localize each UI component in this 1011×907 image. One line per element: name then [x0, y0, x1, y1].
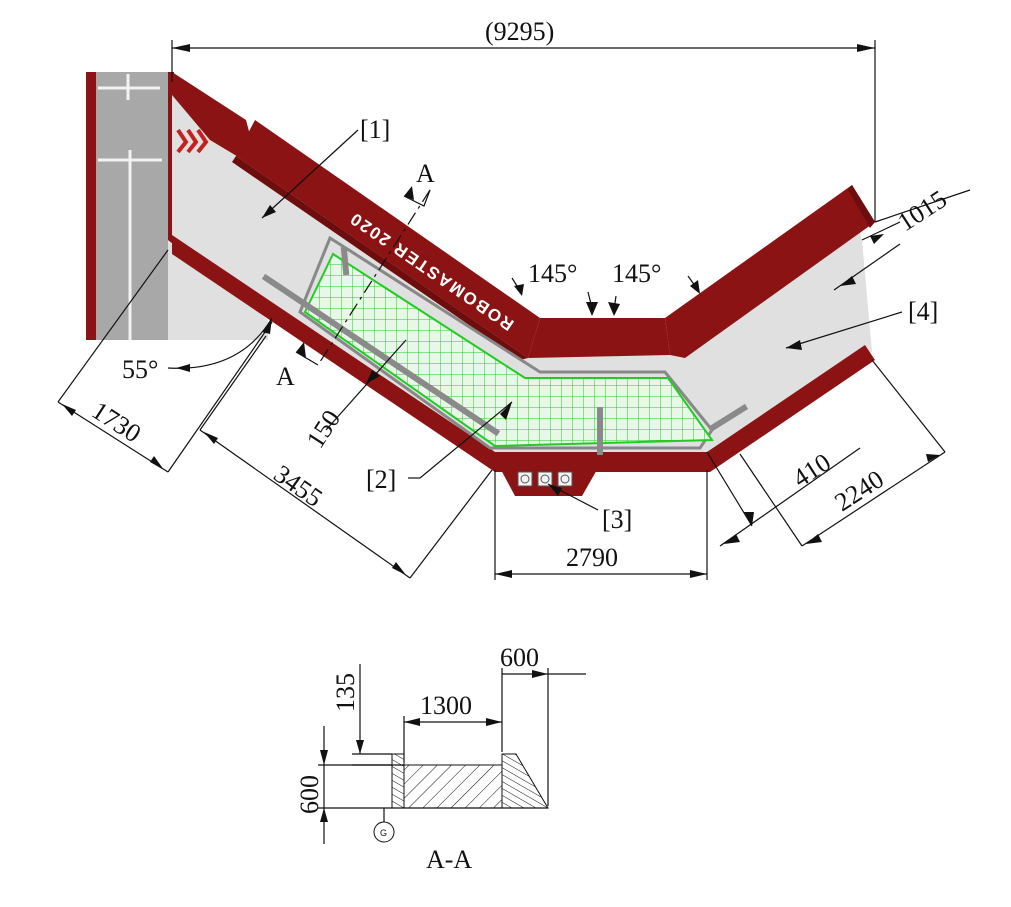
top-wall-center [528, 318, 670, 358]
callout-2: [2] [366, 465, 396, 494]
top-wall-left [172, 72, 250, 158]
dim-3455: 3455 [269, 459, 328, 513]
dim-2790: 2790 [566, 543, 618, 572]
angle-55: 55° [122, 355, 158, 384]
section-letter-bottom: A [276, 362, 295, 391]
section-dim-1300: 1300 [420, 691, 472, 720]
dim-1730: 1730 [87, 396, 146, 449]
section-dim-600-left: 600 [295, 775, 324, 814]
callout-3: [3] [602, 505, 632, 534]
section-dim-600-top: 600 [500, 643, 539, 672]
pit-bars [261, 246, 749, 455]
section-a-a: 600 1300 135 600 G A-A [295, 643, 586, 874]
section-g-label: G [380, 828, 387, 838]
dim-overall: (9295) [485, 17, 554, 46]
floor-surface [172, 82, 872, 465]
section-letter-top: A [416, 159, 435, 188]
dim-2240: 2240 [829, 464, 888, 517]
top-wall-left-thick [236, 120, 540, 358]
top-wall-right [665, 185, 875, 358]
bottom-buttons [517, 471, 573, 487]
dim-410: 410 [787, 447, 836, 493]
callout-1: [1] [360, 115, 390, 144]
section-dim-135: 135 [331, 673, 360, 712]
callout-4: [4] [908, 297, 938, 326]
dim-1015: 1015 [892, 184, 951, 237]
arena-plan: ROBOMASTER 2020 [168, 72, 875, 496]
angle-left: 145° [528, 259, 577, 288]
dim-150: 150 [301, 405, 347, 454]
chevron-icon [176, 128, 209, 154]
angle-right: 145° [612, 259, 661, 288]
section-title: A-A [426, 845, 472, 874]
road-strip [86, 72, 174, 340]
